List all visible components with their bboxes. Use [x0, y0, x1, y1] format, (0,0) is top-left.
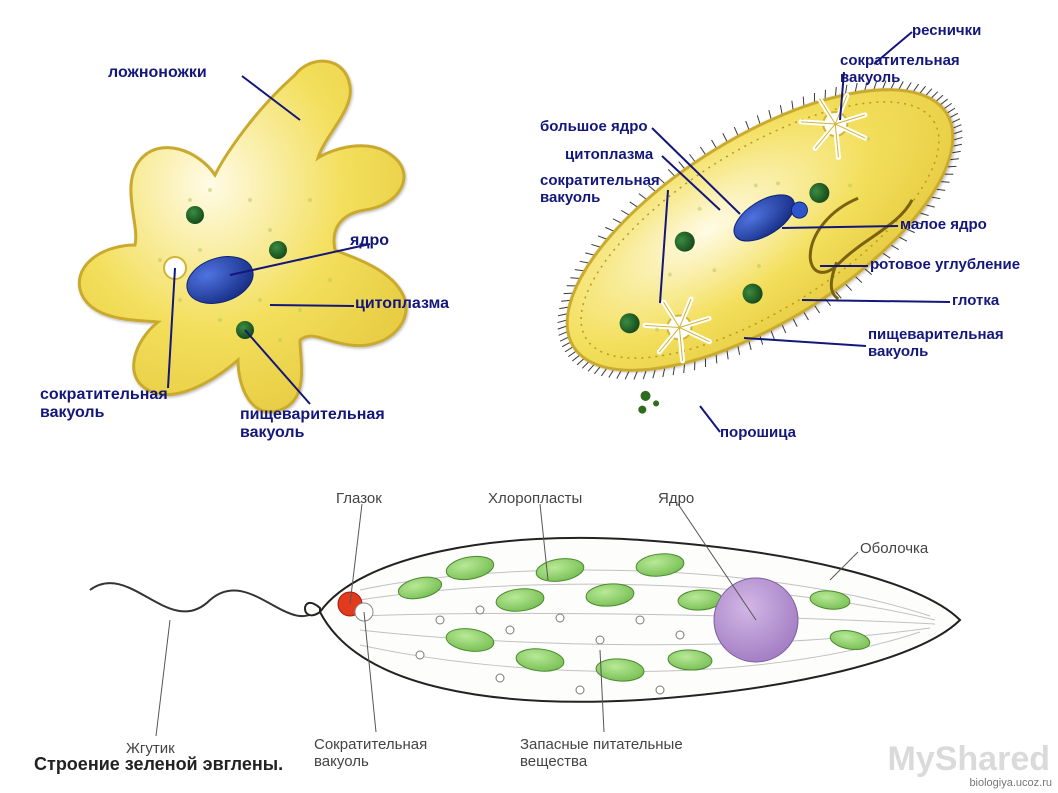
label-oral_groove: ротовое углубление — [870, 256, 1020, 273]
label-pseudopodia: ложноножки — [108, 64, 207, 82]
gullet — [820, 262, 854, 300]
amoeba-nucleus — [181, 249, 259, 312]
amoeba-contractile-vacuole — [164, 257, 186, 279]
label-contractile1: сократительная вакуоль — [840, 52, 960, 87]
label-cilia: реснички — [912, 22, 981, 39]
amoeba-cytoplasm-texture — [158, 188, 332, 342]
contractile-vacuole-posterior — [638, 286, 721, 369]
chloroplasts — [396, 552, 871, 683]
eyespot — [338, 592, 362, 616]
label-micronucleus: малое ядро — [900, 216, 987, 233]
nutrient-granules — [416, 606, 724, 694]
label-macronucleus: большое ядро — [540, 118, 648, 135]
label-gullet: глотка — [952, 292, 999, 309]
watermark: MyShared — [888, 740, 1051, 778]
diagram-stage: MyShared ложноножки ядро цитоплазма сократи… — [0, 0, 1058, 793]
label-cytoplasm: цитоплазма — [565, 146, 653, 163]
label-digestive: пищеварительная вакуоль — [868, 326, 1004, 361]
label-contractile2: сократительная вакуоль — [540, 172, 660, 207]
macronucleus — [726, 185, 802, 250]
paramecium-cytoplasm-texture — [612, 111, 897, 333]
label-nucleus: ядро — [350, 232, 389, 250]
label-cytoplasm: цитоплазма — [355, 295, 449, 313]
flagellum — [90, 583, 320, 616]
thin-leader-lines — [156, 504, 858, 736]
label-membrane: Оболочка — [860, 540, 928, 557]
footer-credit: biologiya.ucoz.ru — [969, 777, 1052, 789]
label-chloroplasts: Хлоропласты — [488, 490, 582, 507]
euglena-contractile-vacuole — [355, 603, 373, 621]
label-contractile: сократительная вакуоль — [40, 386, 168, 423]
contractile-vacuole-anterior — [794, 83, 877, 166]
euglena — [90, 538, 960, 702]
euglena-body — [305, 538, 960, 702]
pellicle-striations — [360, 570, 935, 672]
label-contractile: Сократительная вакуоль — [314, 736, 427, 771]
label-poroshitsa: порошица — [720, 424, 796, 441]
leader-lines — [168, 32, 950, 432]
figure-title: Строение зеленой эвглены. — [34, 754, 283, 775]
micronucleus — [788, 199, 810, 221]
label-nucleus: Ядро — [658, 490, 694, 507]
amoeba-food-vacuoles — [186, 206, 287, 339]
label-nutrients: Запасные питательные вещества — [520, 736, 683, 771]
euglena-nucleus — [714, 578, 798, 662]
cytopyge — [631, 387, 660, 416]
label-eyespot: Глазок — [336, 490, 382, 507]
label-digestive: пищеварительная вакуоль — [240, 406, 385, 443]
